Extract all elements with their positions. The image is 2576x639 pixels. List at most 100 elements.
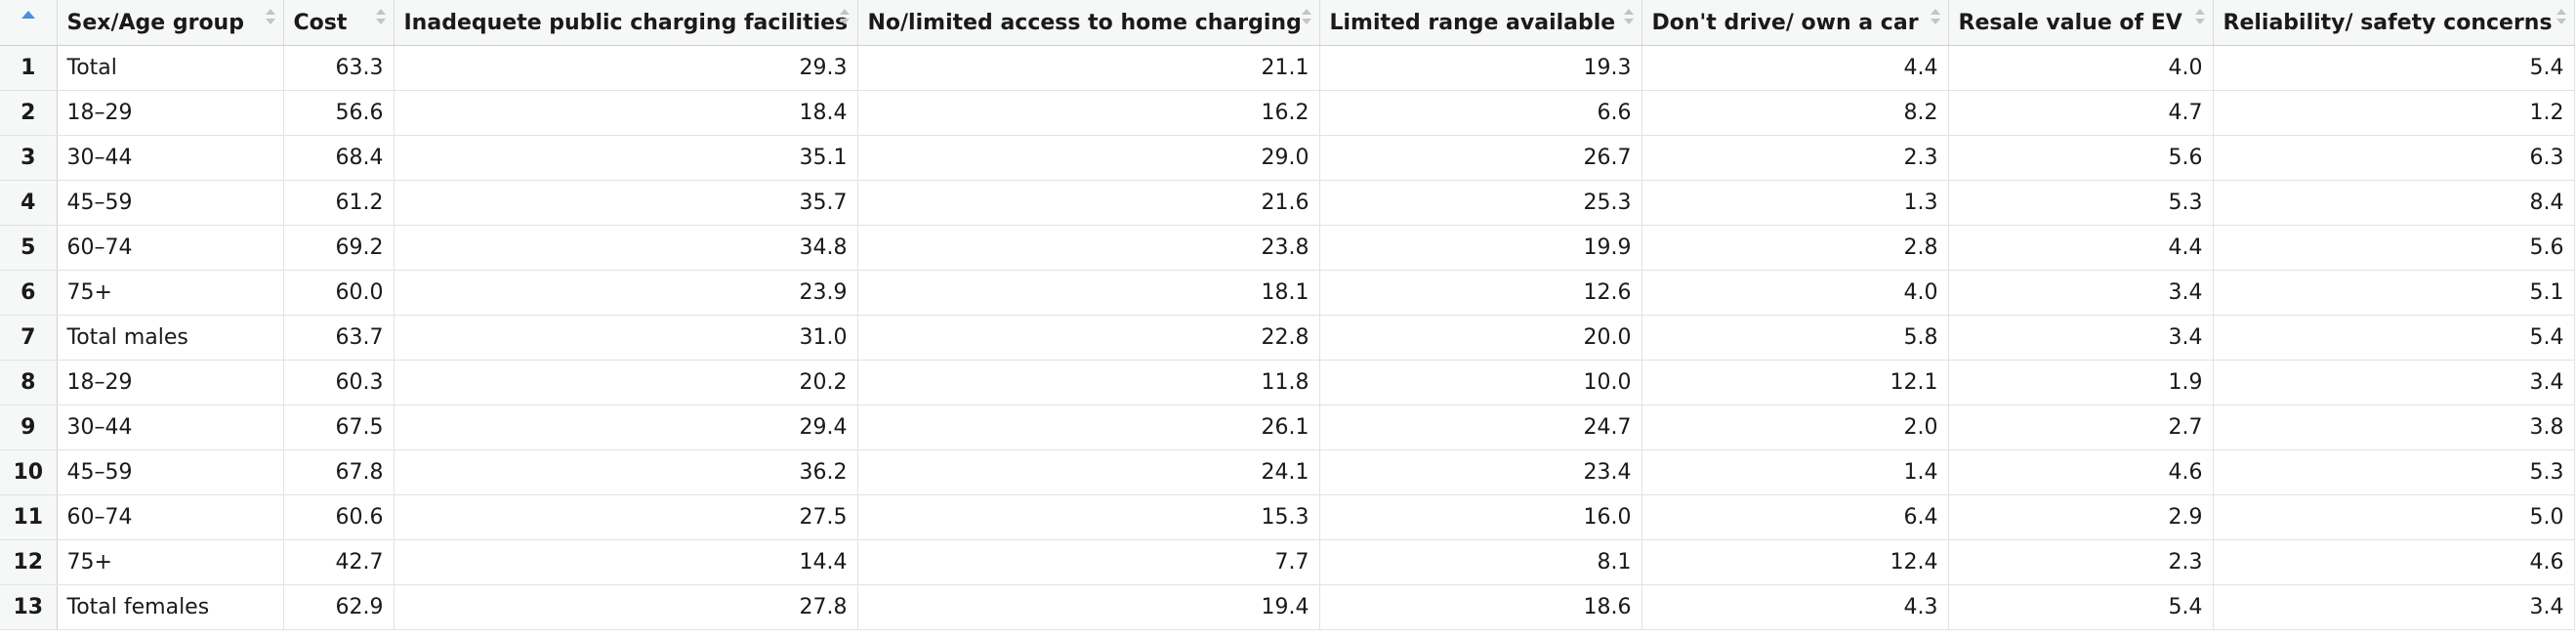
value-cell: 4.7 <box>1948 90 2214 136</box>
sort-toggle-icon[interactable] <box>1930 9 1940 30</box>
value-cell: 5.3 <box>2213 449 2575 495</box>
value-cell: 24.1 <box>857 449 1320 495</box>
row-index-cell: 13 <box>0 584 58 630</box>
row-index-cell: 7 <box>0 315 58 361</box>
value-cell: 15.3 <box>857 494 1320 540</box>
sort-ascending-icon[interactable] <box>21 10 35 19</box>
column-header-label: Don't drive/ own a car <box>1651 10 1919 35</box>
value-cell: 36.2 <box>394 449 858 495</box>
value-cell: 5.1 <box>2213 270 2575 316</box>
column-header-label: No/limited access to home charging <box>867 10 1302 35</box>
value-cell: 23.8 <box>857 225 1320 271</box>
group-cell: Total females <box>57 584 284 630</box>
table-row: 1 Total 63.3 29.3 21.1 19.3 4.4 4.0 5.4 <box>0 45 2575 91</box>
table-row: 5 60–74 69.2 34.8 23.8 19.9 2.8 4.4 5.6 <box>0 225 2575 271</box>
sort-toggle-icon[interactable] <box>1301 9 1311 30</box>
value-cell: 20.2 <box>394 360 858 405</box>
value-cell: 10.0 <box>1319 360 1642 405</box>
limited-range-header[interactable]: Limited range available <box>1319 0 1642 46</box>
value-cell: 20.0 <box>1319 315 1642 361</box>
group-cell: 75+ <box>57 270 284 316</box>
value-cell: 1.2 <box>2213 90 2575 136</box>
column-header-label: Reliability/ safety concerns <box>2223 10 2553 35</box>
value-cell: 16.2 <box>857 90 1320 136</box>
value-cell: 62.9 <box>283 584 395 630</box>
value-cell: 3.4 <box>2213 360 2575 405</box>
table-row: 3 30–44 68.4 35.1 29.0 26.7 2.3 5.6 6.3 <box>0 135 2575 181</box>
value-cell: 60.3 <box>283 360 395 405</box>
value-cell: 5.6 <box>2213 225 2575 271</box>
row-index-cell: 10 <box>0 449 58 495</box>
table-row: 9 30–44 67.5 29.4 26.1 24.7 2.0 2.7 3.8 <box>0 405 2575 450</box>
row-index-cell: 12 <box>0 539 58 585</box>
value-cell: 8.2 <box>1641 90 1949 136</box>
value-cell: 27.5 <box>394 494 858 540</box>
sort-toggle-icon[interactable] <box>1623 9 1634 30</box>
row-index-cell: 5 <box>0 225 58 271</box>
public-charging-header[interactable]: Inadequete public charging facilities <box>394 0 858 46</box>
value-cell: 5.6 <box>1948 135 2214 181</box>
value-cell: 18.1 <box>857 270 1320 316</box>
value-cell: 8.4 <box>2213 180 2575 226</box>
value-cell: 56.6 <box>283 90 395 136</box>
dont-drive-header[interactable]: Don't drive/ own a car <box>1641 0 1949 46</box>
home-charging-header[interactable]: No/limited access to home charging <box>857 0 1320 46</box>
value-cell: 1.3 <box>1641 180 1949 226</box>
value-cell: 5.3 <box>1948 180 2214 226</box>
value-cell: 1.4 <box>1641 449 1949 495</box>
value-cell: 4.0 <box>1641 270 1949 316</box>
group-cell: 60–74 <box>57 225 284 271</box>
group-cell: Total males <box>57 315 284 361</box>
value-cell: 5.4 <box>2213 45 2575 91</box>
value-cell: 6.4 <box>1641 494 1949 540</box>
value-cell: 2.0 <box>1641 405 1949 450</box>
row-index-cell: 3 <box>0 135 58 181</box>
value-cell: 19.3 <box>1319 45 1642 91</box>
column-header-label: Resale value of EV <box>1958 10 2182 35</box>
column-header-label: Sex/Age group <box>66 10 244 35</box>
group-cell: 60–74 <box>57 494 284 540</box>
sort-down-arrow-icon <box>1930 19 1940 24</box>
sex-age-group-header[interactable]: Sex/Age group <box>57 0 284 46</box>
value-cell: 31.0 <box>394 315 858 361</box>
value-cell: 2.8 <box>1641 225 1949 271</box>
value-cell: 23.9 <box>394 270 858 316</box>
value-cell: 61.2 <box>283 180 395 226</box>
value-cell: 2.3 <box>1641 135 1949 181</box>
row-index-cell: 9 <box>0 405 58 450</box>
sort-toggle-icon[interactable] <box>375 9 386 30</box>
table-row: 12 75+ 42.7 14.4 7.7 8.1 12.4 2.3 4.6 <box>0 539 2575 585</box>
group-cell: 18–29 <box>57 360 284 405</box>
table-row: 8 18–29 60.3 20.2 11.8 10.0 12.1 1.9 3.4 <box>0 360 2575 405</box>
value-cell: 35.1 <box>394 135 858 181</box>
resale-value-header[interactable]: Resale value of EV <box>1948 0 2214 46</box>
value-cell: 34.8 <box>394 225 858 271</box>
column-header-label: Inadequete public charging facilities <box>403 10 849 35</box>
value-cell: 29.0 <box>857 135 1320 181</box>
value-cell: 68.4 <box>283 135 395 181</box>
value-cell: 60.6 <box>283 494 395 540</box>
value-cell: 6.3 <box>2213 135 2575 181</box>
row-index-cell: 8 <box>0 360 58 405</box>
group-cell: 45–59 <box>57 449 284 495</box>
sort-toggle-icon[interactable] <box>839 9 850 30</box>
sort-down-arrow-icon <box>2555 19 2566 24</box>
table-row: 4 45–59 61.2 35.7 21.6 25.3 1.3 5.3 8.4 <box>0 180 2575 226</box>
sort-down-arrow-icon <box>1301 19 1311 24</box>
value-cell: 18.4 <box>394 90 858 136</box>
sort-up-arrow-icon <box>1930 9 1940 15</box>
reliability-safety-header[interactable]: Reliability/ safety concerns <box>2213 0 2575 46</box>
cost-header[interactable]: Cost <box>283 0 395 46</box>
table-row: 7 Total males 63.7 31.0 22.8 20.0 5.8 3.4 5.4 <box>0 315 2575 361</box>
group-cell: Total <box>57 45 284 91</box>
row-index-header[interactable] <box>0 0 58 46</box>
table-row: 10 45–59 67.8 36.2 24.1 23.4 1.4 4.6 5.3 <box>0 449 2575 495</box>
sort-toggle-icon[interactable] <box>2555 9 2566 30</box>
sort-toggle-icon[interactable] <box>265 9 275 30</box>
value-cell: 7.7 <box>857 539 1320 585</box>
value-cell: 21.6 <box>857 180 1320 226</box>
column-header-label: Cost <box>293 10 348 35</box>
value-cell: 6.6 <box>1319 90 1642 136</box>
sort-toggle-icon[interactable] <box>2194 9 2205 30</box>
